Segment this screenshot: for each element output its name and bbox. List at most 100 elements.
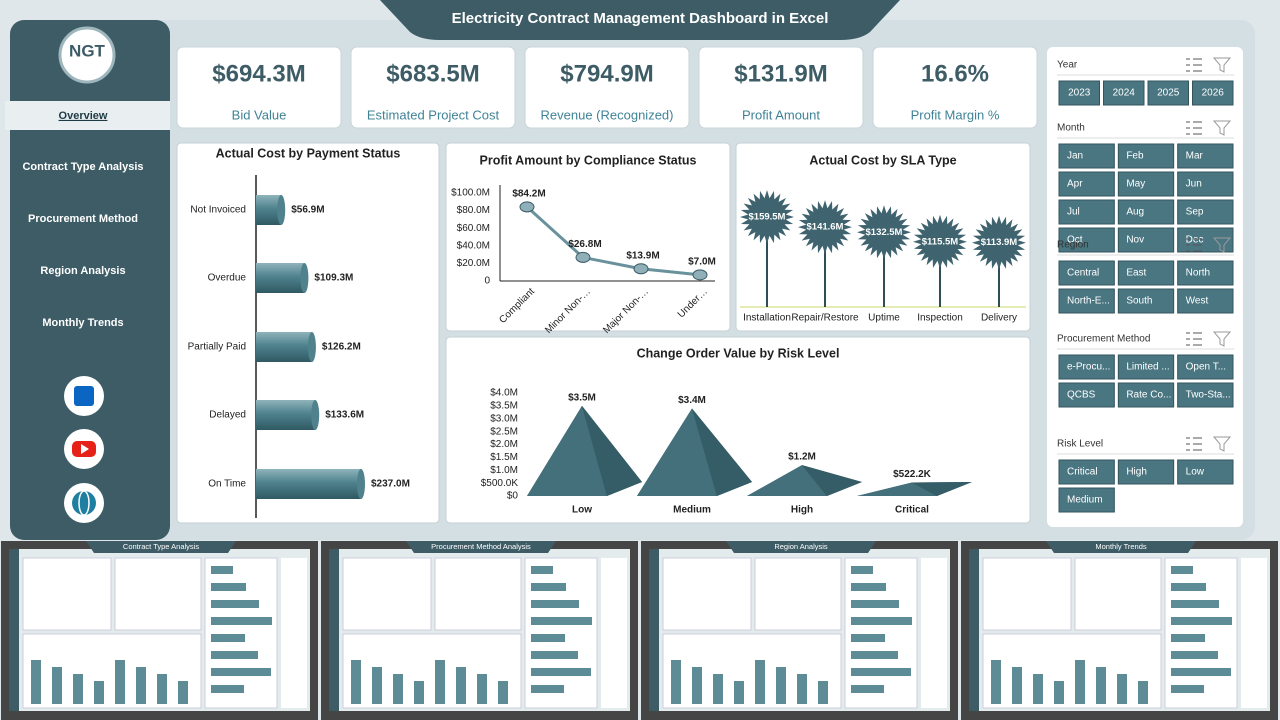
starburst <box>972 215 1026 270</box>
point-marker <box>519 201 535 213</box>
slicer-button[interactable] <box>1058 354 1115 380</box>
thumbnail-bar <box>115 660 125 704</box>
dashboard-title: Electricity Contract Management Dashboar… <box>452 10 829 27</box>
logo-text: NGT <box>69 41 106 60</box>
y-tick-label: $0 <box>507 491 519 502</box>
thumbnail-bar <box>818 681 828 704</box>
thumbnail-chart <box>22 633 202 709</box>
lollipop <box>857 205 911 307</box>
slicer-button[interactable] <box>1058 459 1115 485</box>
thumbnail-hbar <box>1171 566 1193 574</box>
slicer-button[interactable] <box>1177 260 1234 286</box>
thumbnail-slicers <box>921 558 947 708</box>
thumbnail-bar <box>713 674 723 704</box>
slicer-button[interactable] <box>1192 80 1234 106</box>
slicer-button[interactable] <box>1177 171 1234 197</box>
slicer-button[interactable] <box>1058 382 1115 408</box>
slicer-button[interactable] <box>1177 459 1234 485</box>
thumbnail-chart <box>114 557 202 631</box>
slicer-button[interactable] <box>1058 199 1115 225</box>
thumbnail-hbar <box>1171 668 1231 676</box>
slicer-title: Region <box>1057 240 1089 251</box>
slicer-button[interactable] <box>1177 288 1234 314</box>
lollipop <box>913 214 967 307</box>
thumbnail-bar <box>1012 667 1022 704</box>
slicer-button[interactable] <box>1117 354 1175 380</box>
bar <box>256 469 365 499</box>
thumbnail-bar <box>1096 667 1106 704</box>
point-marker <box>575 251 591 263</box>
nav-item[interactable]: Monthly Trends <box>42 317 123 329</box>
pyramid <box>857 482 972 496</box>
thumbnail-bar <box>178 681 188 704</box>
starburst <box>857 205 911 260</box>
thumbnail-hbar <box>211 651 258 659</box>
thumbnail-hbar <box>531 566 553 574</box>
slicer-button[interactable] <box>1117 260 1175 286</box>
y-tick-label: $2.0M <box>490 439 518 450</box>
slicer-button[interactable] <box>1058 227 1115 253</box>
slicer-button[interactable] <box>1058 80 1100 106</box>
slicer-button[interactable] <box>1117 288 1175 314</box>
slicer-button[interactable] <box>1117 459 1175 485</box>
nav-item[interactable]: Contract Type Analysis <box>22 161 143 173</box>
slicer-button[interactable] <box>1117 227 1175 253</box>
category-label: Delayed <box>209 410 246 421</box>
thumbnail-bar <box>755 660 765 704</box>
slicer-item: High <box>1126 467 1147 478</box>
slicer-button[interactable] <box>1177 382 1234 408</box>
slicer-button[interactable] <box>1103 80 1145 106</box>
chart-title: Actual Cost by Payment Status <box>216 146 401 160</box>
slicer-button[interactable] <box>1117 199 1175 225</box>
bar <box>256 332 316 362</box>
slicer-button[interactable] <box>1147 80 1189 106</box>
value-label: $132.5M <box>866 227 903 238</box>
slicer-item: Jul <box>1067 207 1080 218</box>
nav-item[interactable]: Overview <box>59 110 108 122</box>
slicer-button[interactable] <box>1177 143 1234 169</box>
bar-body <box>256 263 305 293</box>
value-label: $126.2M <box>322 342 361 353</box>
linkedin-glyph <box>74 386 94 406</box>
thumbnail-hbar <box>851 668 911 676</box>
pyramid <box>527 405 642 496</box>
slicer-button[interactable] <box>1117 382 1175 408</box>
thumbnail-bar <box>776 667 786 704</box>
thumbnail-chart <box>754 557 842 631</box>
thumbnail-title: Procurement Method Analysis <box>431 542 531 551</box>
slicer-button[interactable] <box>1177 199 1234 225</box>
value-label: $3.5M <box>568 393 596 404</box>
bar <box>256 195 286 225</box>
thumbnail-hbar <box>211 634 245 642</box>
slicer-button[interactable] <box>1058 171 1115 197</box>
thumbnail-hbar <box>211 668 271 676</box>
slicer-button[interactable] <box>1058 288 1115 314</box>
nav-item[interactable]: Region Analysis <box>40 265 125 277</box>
kpi-label: Profit Amount <box>742 107 820 122</box>
slicer-button[interactable] <box>1058 487 1115 513</box>
thumbnail-bar <box>734 681 744 704</box>
thumbnail-bar <box>671 660 681 704</box>
nav-item[interactable]: Procurement Method <box>28 213 138 225</box>
thumbnail-bar <box>1138 681 1148 704</box>
clear-filter-icon <box>1212 331 1232 347</box>
value-label: $56.9M <box>291 205 324 216</box>
bar-cap <box>311 400 320 430</box>
thumbnail-chart <box>342 633 522 709</box>
slicer-button[interactable] <box>1058 260 1115 286</box>
slicer-button[interactable] <box>1058 143 1115 169</box>
bar-body <box>256 400 316 430</box>
thumbnail-bar <box>31 660 41 704</box>
bar <box>256 400 320 430</box>
thumbnail-hbar <box>1171 685 1204 693</box>
slicer-button[interactable] <box>1177 354 1234 380</box>
category-label: Partially Paid <box>188 342 246 353</box>
thumbnail-hbar <box>851 651 898 659</box>
kpi-card <box>872 46 1038 129</box>
slicer-button[interactable] <box>1117 143 1175 169</box>
kpi-card <box>698 46 864 129</box>
thumbnail-hbar <box>1171 651 1218 659</box>
web-glyph-line <box>78 490 90 516</box>
slicer-button[interactable] <box>1117 171 1175 197</box>
y-tick-label: $1.5M <box>490 452 518 463</box>
